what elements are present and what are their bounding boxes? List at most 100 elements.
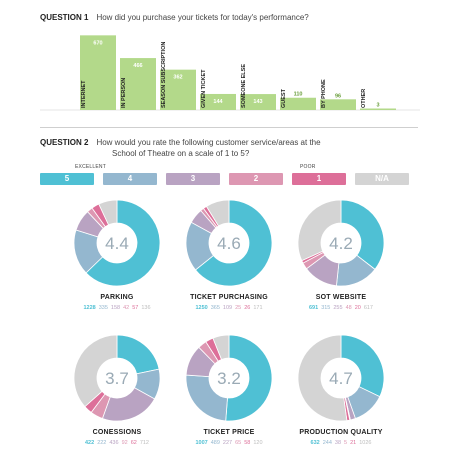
donut-title-parking: PARKING	[100, 294, 134, 301]
count-5: 632	[310, 440, 320, 446]
count-na: 171	[253, 305, 263, 311]
donut-segment-na	[98, 199, 118, 226]
count-2: 5	[344, 440, 348, 446]
question-2-text-line-2: School of Theatre on a scale of 1 to 5?	[112, 149, 250, 158]
donut-average-conessions: 3.7	[105, 369, 129, 388]
donut-average-parking: 4.4	[105, 234, 129, 253]
donut-hole	[322, 224, 360, 262]
purchase-method-bar-chart: 670 INTERNET 466 IN PERSON 362 SEASON SUBSCRI…	[40, 35, 420, 111]
bar-by-phone	[320, 99, 356, 110]
bar-label-given-ticket: GIVEN TICKET	[201, 69, 207, 108]
bar-value-other: 3	[376, 103, 379, 109]
count-3: 109	[222, 305, 233, 311]
bar-label-internet: INTERNET	[81, 80, 87, 108]
donut-counts-ticket-purchasing: 1250 365 109 25 26 171	[164, 305, 294, 311]
donut-segment-5	[194, 199, 273, 287]
rating-poor-label: POOR	[300, 164, 316, 170]
count-4: 335	[98, 305, 108, 311]
bar-someone-else	[240, 94, 276, 110]
bar-value-by-phone: 96	[335, 93, 341, 99]
bar-season-subscription	[160, 69, 196, 110]
bar-value-someone-else: 143	[253, 99, 262, 105]
donut-title-ticket-purchasing: TICKET PURCHASING	[190, 294, 268, 301]
count-4: 244	[322, 440, 332, 446]
bar-label-in-person: IN PERSON	[121, 78, 127, 108]
rating-box-5: 5	[40, 173, 94, 185]
question-2-header: QUESTION 2 How would you rate the followi…	[40, 138, 321, 147]
bar-label-someone-else: SOMEONE ELSE	[241, 64, 247, 108]
donut-hole	[210, 224, 248, 262]
donut-average-ticket-purchasing: 4.6	[217, 234, 241, 253]
question-1-label: QUESTION 1	[40, 13, 89, 22]
count-4: 222	[97, 440, 107, 446]
donut-average-sot-website: 4.2	[329, 234, 353, 253]
donut-segment-na	[205, 199, 230, 227]
count-2: 48	[345, 305, 352, 311]
donut-segment-na	[212, 334, 230, 360]
donut-hole	[322, 359, 360, 397]
donut-parking: 4.4	[73, 199, 161, 287]
rating-box-4: 4	[103, 173, 157, 185]
donut-segment-5	[85, 199, 161, 287]
bar-value-given-ticket: 144	[213, 99, 223, 105]
rating-box-na: N/A	[355, 173, 409, 185]
donut-conessions: 3.7	[73, 334, 161, 422]
count-5: 422	[85, 440, 95, 446]
donut-segment-5	[225, 334, 273, 422]
donut-hole	[98, 359, 136, 397]
donut-ticket-price: 3.2	[185, 334, 273, 422]
count-1: 21	[350, 440, 357, 446]
donut-title-sot-website: SOT WEBSITE	[315, 294, 367, 301]
rating-box-1: 1	[292, 173, 346, 185]
donut-title-production-quality: PRODUCTION QUALITY	[299, 429, 383, 436]
count-4: 489	[210, 440, 220, 446]
donut-counts-conessions: 422 222 436 92 62 712	[52, 440, 182, 446]
count-na: 136	[141, 305, 151, 311]
count-1: 58	[244, 440, 251, 446]
donut-title-conessions: CONESSIONS	[92, 429, 142, 436]
donut-counts-sot-website: 691 315 255 48 20 617	[276, 305, 406, 311]
bar-label-other: OTHER	[361, 89, 367, 108]
donut-counts-ticket-price: 1007 489 227 65 58 120	[164, 440, 294, 446]
bar-other	[360, 108, 396, 110]
count-2: 42	[123, 305, 130, 311]
rating-box-3: 3	[166, 173, 220, 185]
bar-given-ticket	[200, 93, 236, 110]
bar-value-season-subscription: 362	[173, 75, 182, 81]
count-5: 691	[309, 305, 319, 311]
count-1: 20	[354, 305, 361, 311]
bar-label-guest: GUEST	[281, 88, 287, 108]
count-3: 227	[222, 440, 233, 446]
count-1: 26	[244, 305, 251, 311]
count-na: 1026	[359, 440, 372, 446]
donut-average-ticket-price: 3.2	[217, 369, 241, 388]
donut-production-quality: 4.7	[297, 334, 385, 422]
donut-sot-website: 4.2	[297, 199, 385, 287]
rating-excellent-label: EXCELLENT	[75, 164, 106, 170]
count-na: 712	[139, 440, 149, 446]
donut-segment-na	[297, 334, 348, 422]
question-1-header: QUESTION 1 How did you purchase your tick…	[40, 13, 309, 22]
bar-guest	[280, 97, 316, 110]
donut-average-production-quality: 4.7	[329, 369, 353, 388]
bar-internet	[80, 35, 116, 110]
question-2-continuation: School of Theatre on a scale of 1 to 5?	[112, 149, 249, 158]
count-na: 120	[253, 440, 263, 446]
count-2: 65	[235, 440, 242, 446]
bar-value-internet: 670	[93, 40, 102, 46]
bar-value-guest: 110	[294, 92, 303, 98]
count-5: 1007	[195, 440, 208, 446]
count-3: 38	[334, 440, 342, 446]
count-5: 1250	[195, 305, 208, 311]
count-5: 1228	[83, 305, 96, 311]
donut-segment-5	[340, 199, 385, 270]
donut-hole	[98, 224, 136, 262]
donut-ticket-purchasing: 4.6	[185, 199, 273, 287]
bar-label-by-phone: BY PHONE	[321, 79, 327, 108]
count-1: 57	[132, 305, 139, 311]
count-1: 62	[130, 440, 137, 446]
bar-value-in-person: 466	[133, 63, 142, 69]
section-divider	[40, 127, 418, 128]
donut-segment-5	[340, 334, 385, 398]
